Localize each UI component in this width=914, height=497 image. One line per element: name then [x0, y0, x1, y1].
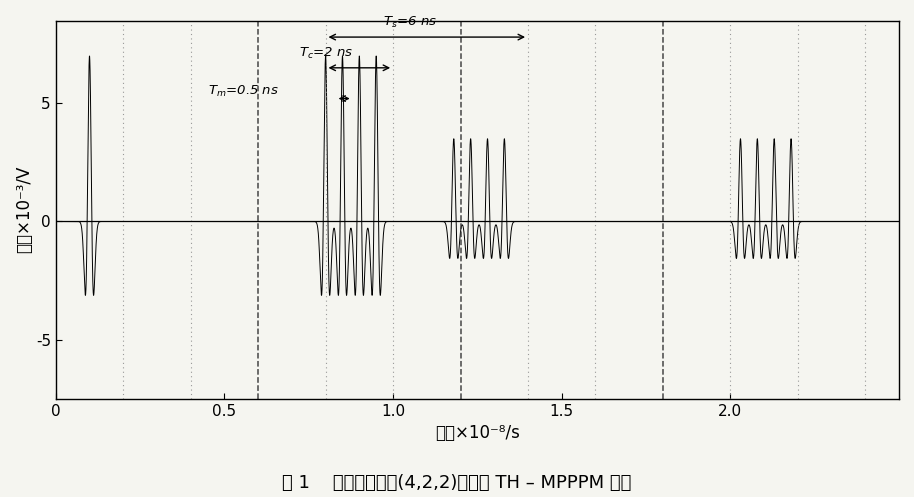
- X-axis label: 时间×10⁻⁸/s: 时间×10⁻⁸/s: [435, 424, 520, 442]
- Y-axis label: 幅度×10⁻³/V: 幅度×10⁻³/V: [15, 166, 33, 253]
- Text: $T_m$=0.5 ns: $T_m$=0.5 ns: [207, 83, 279, 98]
- Text: 图 1    由扩展等重码(4,2,2)构建的 TH – MPPPM 信号: 图 1 由扩展等重码(4,2,2)构建的 TH – MPPPM 信号: [282, 474, 632, 492]
- Text: $T_c$=2 ns: $T_c$=2 ns: [299, 46, 353, 61]
- Text: $T_s$=6 ns: $T_s$=6 ns: [383, 15, 437, 30]
